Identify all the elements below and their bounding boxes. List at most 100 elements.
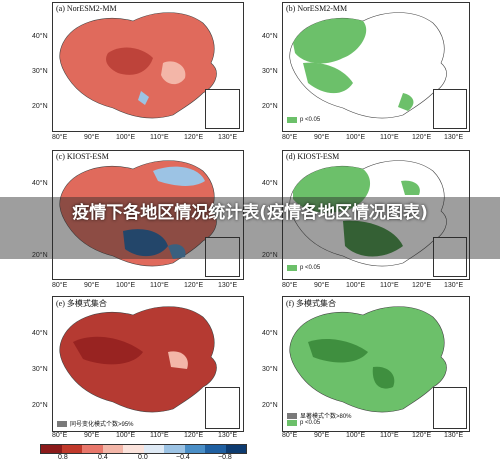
inset-map-c: [205, 237, 240, 277]
colorbar-segment: [102, 445, 123, 453]
lon-tick-d-90: 90°E: [314, 282, 330, 289]
lon-tick-f-110: 110°E: [380, 432, 399, 439]
lon-tick-d-80: 80°E: [282, 282, 298, 289]
legend-f-1: 显著模式个数>80%: [287, 411, 352, 420]
panel-label-b: (b) NorESM2-MM: [286, 4, 348, 13]
colorbar-segment: [225, 445, 246, 453]
lon-tick-e-120: 120°E: [184, 432, 204, 439]
lon-tick-e-110: 110°E: [150, 432, 169, 439]
map-b: p <0.05: [282, 2, 470, 132]
inset-map-d: [433, 237, 467, 277]
legend-e: 同号变化模式个数>95%: [57, 419, 134, 428]
colorbar-tick-0: 0.8: [58, 454, 68, 461]
colorbar: [40, 444, 247, 454]
lon-tick-c-120: 120°E: [184, 282, 204, 289]
lon-tick-a-110: 110°E: [150, 134, 169, 141]
lat-tick-b-20: 20°N: [262, 103, 278, 110]
inset-map-e: [205, 387, 240, 429]
lon-tick-d-130: 130°E: [444, 282, 464, 289]
lon-tick-c-110: 110°E: [150, 282, 169, 289]
colorbar-tick-3: −0.4: [176, 454, 190, 461]
china-shape-f: [289, 306, 447, 413]
colorbar-segment: [164, 445, 185, 453]
lat-tick-b-30: 30°N: [262, 68, 278, 75]
colorbar-segment: [41, 445, 62, 453]
map-d-svg: [289, 160, 447, 267]
colorbar-segment: [82, 445, 103, 453]
lon-tick-a-80: 80°E: [52, 134, 68, 141]
colorbar-tick-1: 0.4: [98, 454, 108, 461]
map-a-svg: [59, 12, 217, 119]
map-c: [52, 150, 244, 280]
lon-tick-d-110: 110°E: [380, 282, 399, 289]
lat-tick-b-40: 40°N: [262, 33, 278, 40]
lat-tick-d-40: 40°N: [262, 180, 278, 187]
lat-tick-f-20: 20°N: [262, 402, 278, 409]
lon-tick-c-130: 130°E: [218, 282, 238, 289]
lon-tick-f-80: 80°E: [282, 432, 298, 439]
title-overlay-band: [0, 197, 500, 259]
lon-tick-a-90: 90°E: [84, 134, 100, 141]
lon-tick-e-100: 100°E: [116, 432, 136, 439]
lon-tick-b-90: 90°E: [314, 134, 330, 141]
lat-tick-c-20: 20°N: [32, 252, 48, 259]
panel-label-e: (e) 多模式集合: [56, 299, 107, 308]
lon-tick-e-130: 130°E: [218, 432, 238, 439]
lat-tick-a-40: 40°N: [32, 33, 48, 40]
inset-map-a: [205, 89, 240, 129]
lon-tick-f-100: 100°E: [346, 432, 366, 439]
lon-tick-b-120: 120°E: [412, 134, 432, 141]
panel-label-f: (f) 多模式集合: [286, 299, 336, 308]
colorbar-segment: [61, 445, 82, 453]
lon-tick-b-130: 130°E: [444, 134, 464, 141]
lon-tick-a-100: 100°E: [116, 134, 136, 141]
map-f: 显著模式个数>80% p <0.05: [282, 296, 470, 432]
lat-tick-e-20: 20°N: [32, 402, 48, 409]
lon-tick-f-90: 90°E: [314, 432, 330, 439]
map-c-svg: [59, 160, 217, 267]
china-shape-e: [59, 306, 217, 413]
lon-tick-c-80: 80°E: [52, 282, 68, 289]
legend-d: p <0.05: [287, 265, 320, 271]
lat-tick-f-40: 40°N: [262, 330, 278, 337]
lon-tick-e-80: 80°E: [52, 432, 68, 439]
map-f-svg: [289, 306, 447, 413]
lon-tick-b-100: 100°E: [346, 134, 366, 141]
lon-tick-b-80: 80°E: [282, 134, 298, 141]
inset-map-f: [433, 387, 467, 429]
lon-tick-a-120: 120°E: [184, 134, 204, 141]
inset-map-b: [433, 89, 467, 129]
colorbar-tick-2: 0.0: [138, 454, 148, 461]
colorbar-segment: [184, 445, 205, 453]
lat-tick-a-20: 20°N: [32, 103, 48, 110]
map-e: 同号变化模式个数>95%: [52, 296, 244, 432]
lon-tick-c-90: 90°E: [84, 282, 100, 289]
lon-tick-d-100: 100°E: [346, 282, 366, 289]
lon-tick-c-100: 100°E: [116, 282, 136, 289]
lon-tick-b-110: 110°E: [380, 134, 399, 141]
lon-tick-d-120: 120°E: [412, 282, 432, 289]
lat-tick-d-20: 20°N: [262, 252, 278, 259]
legend-b: p <0.05: [287, 117, 320, 123]
lon-tick-e-90: 90°E: [84, 432, 100, 439]
lat-tick-e-30: 30°N: [32, 366, 48, 373]
lon-tick-f-120: 120°E: [412, 432, 432, 439]
china-shape-c: [59, 160, 217, 267]
lat-tick-e-40: 40°N: [32, 330, 48, 337]
colorbar-segment: [143, 445, 164, 453]
panel-label-d: (d) KIOST-ESM: [286, 152, 340, 161]
panel-label-a: (a) NorESM2-MM: [56, 4, 117, 13]
map-a: [52, 2, 244, 132]
map-e-svg: [59, 306, 217, 413]
lat-tick-c-40: 40°N: [32, 180, 48, 187]
lat-tick-f-30: 30°N: [262, 366, 278, 373]
colorbar-tick-4: −0.8: [218, 454, 232, 461]
overlay-title: 疫情下各地区情况统计表(疫情各地区情况图表): [72, 203, 428, 223]
legend-f-2: p <0.05: [287, 420, 320, 426]
map-d: p <0.05: [282, 150, 470, 280]
colorbar-segment: [205, 445, 226, 453]
lon-tick-f-130: 130°E: [444, 432, 464, 439]
lat-tick-a-30: 30°N: [32, 68, 48, 75]
lon-tick-a-130: 130°E: [218, 134, 238, 141]
colorbar-segment: [123, 445, 144, 453]
